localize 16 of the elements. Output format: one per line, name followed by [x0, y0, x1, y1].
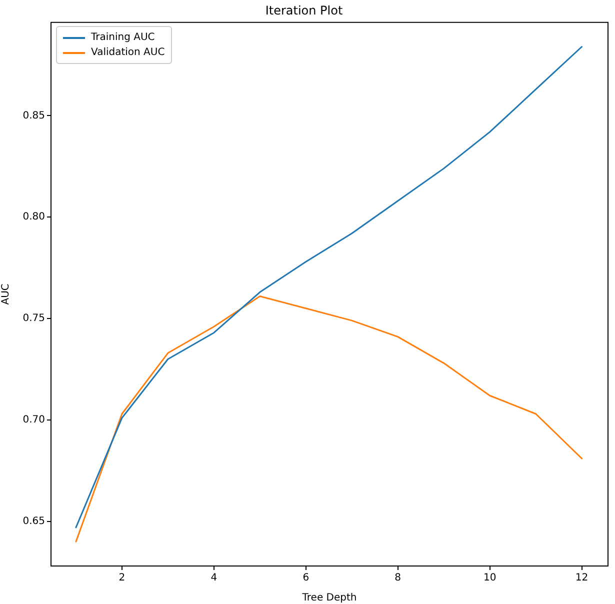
y-tick-label: 0.80: [22, 212, 45, 223]
legend-label: Training AUC: [91, 31, 155, 45]
y-tick-label: 0.70: [22, 414, 45, 426]
x-tick-label: 2: [118, 572, 126, 584]
x-tick-label: 12: [575, 572, 588, 584]
y-tick-label: 0.75: [22, 313, 45, 324]
x-axis-title: Tree Depth: [301, 592, 357, 604]
x-tick-label: 4: [210, 572, 218, 584]
y-axis-title: AUC: [0, 284, 12, 305]
x-tick-label: 6: [302, 572, 310, 584]
y-tick-label: 0.85: [22, 110, 45, 122]
y-tick-label: 0.65: [22, 516, 45, 527]
chart-title: Iteration Plot: [265, 3, 343, 18]
legend-label: Validation AUC: [91, 46, 165, 60]
x-tick-label: 8: [394, 572, 402, 584]
x-tick-label: 10: [483, 572, 496, 584]
